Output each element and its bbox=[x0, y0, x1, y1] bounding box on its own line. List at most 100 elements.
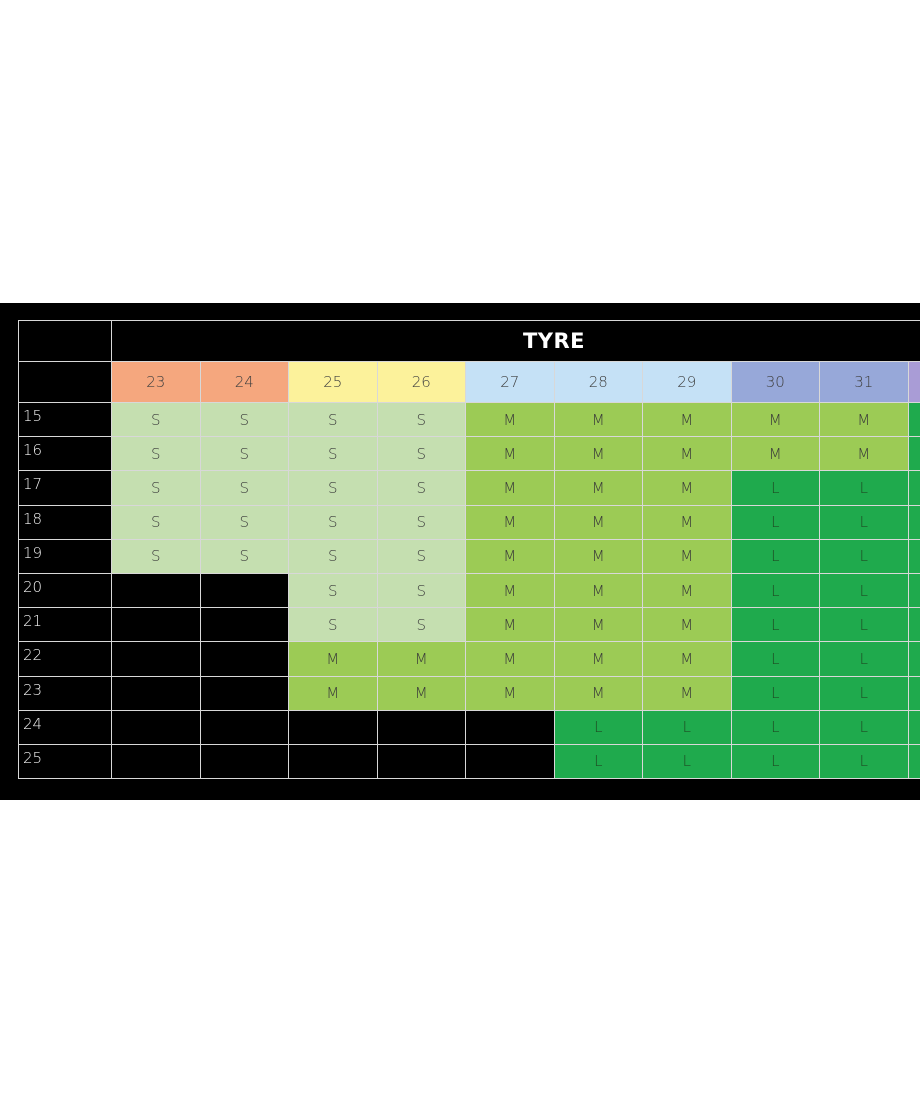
size-cell bbox=[908, 471, 920, 506]
size-cell: L bbox=[731, 710, 820, 745]
size-cell bbox=[112, 744, 201, 780]
size-cell bbox=[908, 505, 920, 540]
size-cell: L bbox=[731, 471, 820, 506]
size-cell: S bbox=[200, 539, 289, 574]
size-cell: S bbox=[289, 539, 378, 574]
size-cell bbox=[908, 437, 920, 472]
size-cell: M bbox=[554, 608, 643, 643]
size-cell: S bbox=[289, 573, 378, 609]
size-cell bbox=[908, 676, 920, 711]
size-cell: L bbox=[820, 573, 909, 609]
column-header: 30 bbox=[731, 362, 820, 403]
size-cell: M bbox=[643, 437, 732, 472]
size-cell bbox=[466, 744, 555, 780]
rim-header-cell bbox=[19, 362, 112, 403]
size-cell: M bbox=[289, 642, 378, 677]
size-cell: S bbox=[377, 471, 466, 506]
size-cell: S bbox=[289, 608, 378, 643]
size-cell bbox=[908, 573, 920, 609]
size-cell bbox=[908, 710, 920, 745]
size-cell: M bbox=[466, 676, 555, 711]
size-cell: M bbox=[731, 403, 820, 438]
size-cell: L bbox=[731, 573, 820, 609]
size-cell: M bbox=[377, 642, 466, 677]
size-cell: L bbox=[554, 710, 643, 745]
size-cell bbox=[112, 642, 201, 677]
size-cell: L bbox=[554, 744, 643, 780]
size-cell bbox=[908, 608, 920, 643]
size-cell: M bbox=[643, 505, 732, 540]
size-cell: M bbox=[731, 437, 820, 472]
size-cell: M bbox=[554, 539, 643, 574]
row-header: 15 bbox=[19, 403, 112, 438]
column-header: 31 bbox=[820, 362, 909, 403]
size-cell: S bbox=[289, 505, 378, 540]
size-cell bbox=[377, 710, 466, 745]
size-cell: S bbox=[200, 505, 289, 540]
size-cell: L bbox=[731, 676, 820, 711]
size-cell: S bbox=[377, 437, 466, 472]
size-cell: M bbox=[466, 642, 555, 677]
column-header: 24 bbox=[200, 362, 289, 403]
size-cell: S bbox=[112, 403, 201, 438]
size-cell: M bbox=[466, 539, 555, 574]
size-cell: S bbox=[112, 539, 201, 574]
size-cell: L bbox=[820, 642, 909, 677]
size-cell: S bbox=[112, 505, 201, 540]
size-cell: M bbox=[554, 573, 643, 609]
row-header: 23 bbox=[19, 676, 112, 711]
size-cell: S bbox=[289, 403, 378, 438]
size-cell bbox=[289, 710, 378, 745]
size-cell bbox=[112, 676, 201, 711]
size-cell bbox=[200, 573, 289, 609]
size-cell: M bbox=[820, 437, 909, 472]
size-cell bbox=[908, 642, 920, 677]
size-cell: S bbox=[377, 403, 466, 438]
size-cell bbox=[200, 608, 289, 643]
size-cell: M bbox=[466, 505, 555, 540]
table-title: TYRE bbox=[112, 321, 920, 362]
size-cell: L bbox=[643, 744, 732, 780]
size-cell bbox=[908, 744, 920, 780]
size-cell: M bbox=[554, 471, 643, 506]
size-cell: M bbox=[820, 403, 909, 438]
size-cell: M bbox=[554, 403, 643, 438]
size-cell: M bbox=[554, 505, 643, 540]
size-cell: M bbox=[643, 539, 732, 574]
size-cell bbox=[908, 403, 920, 438]
size-cell: L bbox=[820, 471, 909, 506]
size-cell: M bbox=[466, 573, 555, 609]
size-cell: S bbox=[112, 437, 201, 472]
left-border bbox=[0, 320, 2, 780]
size-cell: L bbox=[731, 744, 820, 780]
size-cell: S bbox=[377, 505, 466, 540]
size-cell: M bbox=[466, 608, 555, 643]
size-cell: M bbox=[643, 403, 732, 438]
size-cell: S bbox=[200, 471, 289, 506]
row-header: 20 bbox=[19, 573, 112, 609]
row-header: 22 bbox=[19, 642, 112, 677]
size-cell: M bbox=[466, 403, 555, 438]
size-cell: L bbox=[820, 505, 909, 540]
size-cell: S bbox=[112, 471, 201, 506]
column-header: 29 bbox=[643, 362, 732, 403]
size-cell bbox=[377, 744, 466, 780]
column-header: 27 bbox=[466, 362, 555, 403]
column-header: 25 bbox=[289, 362, 378, 403]
size-cell: S bbox=[289, 437, 378, 472]
size-cell bbox=[112, 573, 201, 609]
size-cell: L bbox=[731, 642, 820, 677]
size-cell bbox=[200, 642, 289, 677]
column-header: 28 bbox=[554, 362, 643, 403]
size-cell bbox=[200, 744, 289, 780]
size-cell: M bbox=[466, 471, 555, 506]
row-header: 21 bbox=[19, 608, 112, 643]
column-header: 26 bbox=[377, 362, 466, 403]
size-cell: M bbox=[643, 608, 732, 643]
size-cell: S bbox=[289, 471, 378, 506]
size-cell: M bbox=[643, 573, 732, 609]
size-cell: M bbox=[643, 642, 732, 677]
size-cell: S bbox=[377, 539, 466, 574]
row-header: 25 bbox=[19, 744, 112, 780]
